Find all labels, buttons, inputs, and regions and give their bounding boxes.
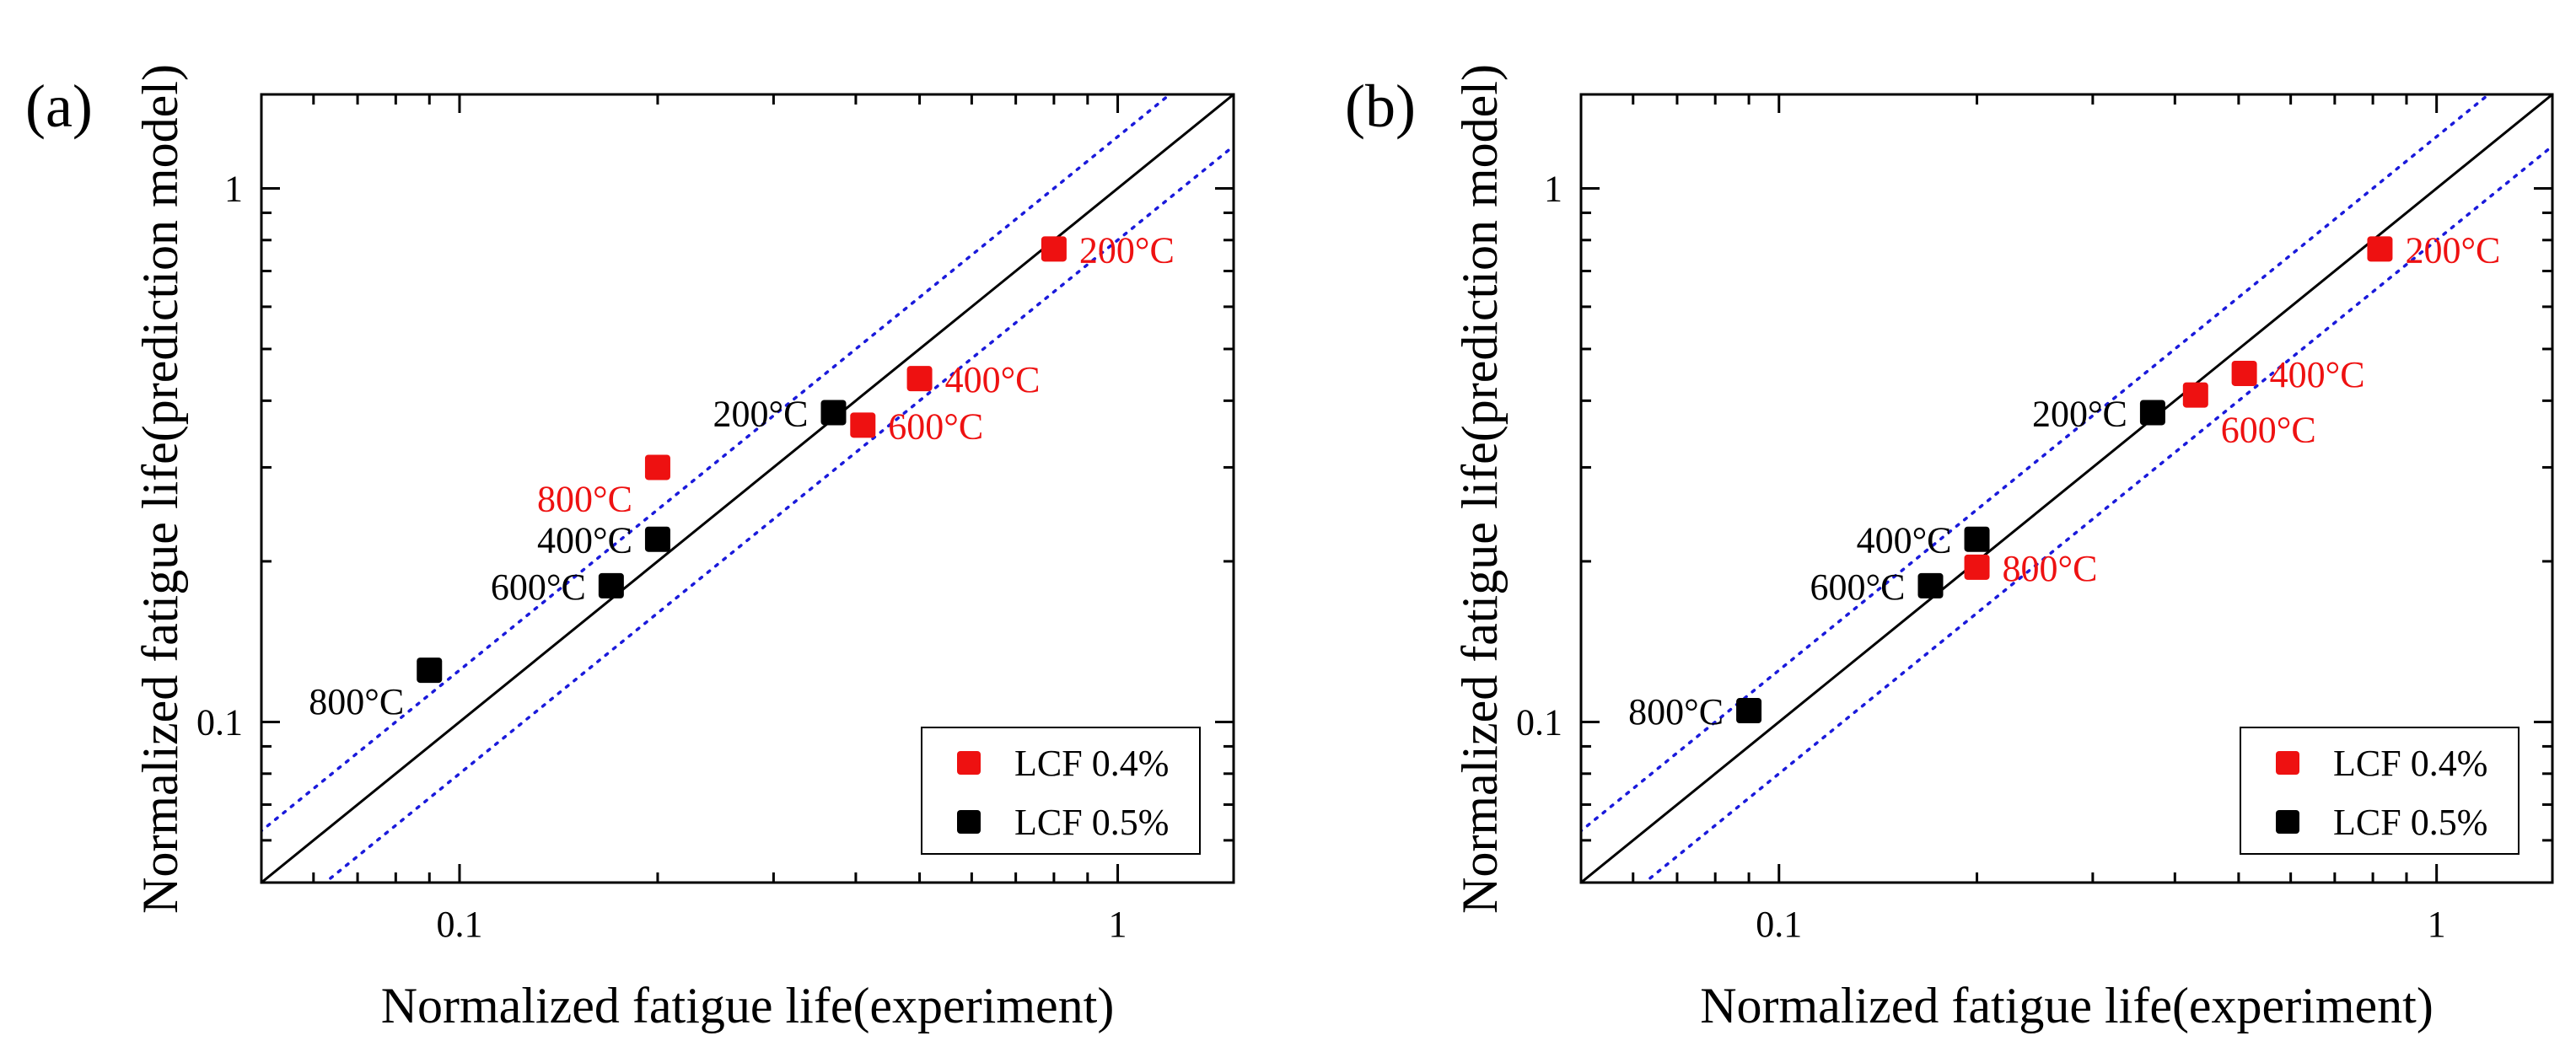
legend-entry: LCF 0.4% — [1014, 743, 1169, 784]
y-tick-label: 0.1 — [1516, 701, 1562, 743]
data-point-label: 400°C — [945, 359, 1041, 400]
series-lcf-0-4: 200°C 400°C 600°C 800°C — [537, 229, 1175, 519]
data-point-label: 600°C — [2221, 410, 2316, 451]
data-point-label: 400°C — [537, 520, 632, 561]
y-axis-title: Normalized fatigue life(prediction model… — [1452, 64, 1508, 914]
x-tick-label: 0.1 — [436, 904, 482, 945]
panel-label: (b) — [1345, 72, 1416, 140]
data-point — [1964, 554, 1990, 580]
data-point-label: 200°C — [713, 393, 809, 434]
data-point-label: 800°C — [537, 478, 632, 519]
data-point-label: 600°C — [491, 566, 586, 608]
data-point-label: 200°C — [2405, 229, 2500, 271]
data-point — [2367, 236, 2393, 262]
data-point — [644, 454, 670, 480]
legend-entry: LCF 0.5% — [2333, 802, 2487, 843]
plot-frame — [260, 93, 1235, 884]
y-tick-label: 0.1 — [196, 701, 243, 743]
data-point-label: 600°C — [888, 405, 983, 447]
ticks — [1579, 94, 2552, 884]
legend-marker — [957, 751, 981, 775]
x-axis-title: Normalized fatigue life(experiment) — [1700, 978, 2433, 1033]
data-point-label: 800°C — [1628, 691, 1724, 733]
reference-lines — [261, 94, 1234, 883]
data-point-label: 800°C — [2003, 548, 2098, 589]
data-point — [2139, 400, 2165, 426]
legend-marker — [2276, 810, 2299, 834]
data-point — [1041, 236, 1067, 262]
data-point — [644, 526, 670, 552]
legend-marker — [2276, 751, 2299, 775]
data-point-label: 400°C — [1857, 520, 1952, 561]
identity-line — [261, 94, 1234, 883]
ticks — [260, 94, 1234, 884]
y-tick-label: 1 — [224, 168, 243, 209]
data-point-label: 400°C — [2270, 354, 2365, 395]
series-lcf-0-5: 200°C 400°C 600°C 800°C — [309, 393, 847, 722]
data-point-label: 800°C — [309, 681, 404, 722]
plot-frame — [1579, 93, 2554, 884]
legend: LCF 0.4% LCF 0.5% — [2240, 727, 2520, 855]
data-point-label: 200°C — [1079, 229, 1175, 271]
data-point-label: 600°C — [1810, 566, 1906, 608]
chart-panel-b: 0.1 1 0.1 1 Normalized fatigue life(experime… — [1345, 64, 2554, 1033]
legend-entry: LCF 0.5% — [1014, 802, 1169, 843]
legend-entry: LCF 0.4% — [2333, 743, 2487, 784]
data-point — [820, 400, 847, 426]
y-tick-label: 1 — [1544, 168, 1562, 209]
chart-panel-a: 0.1 1 0.1 1 Normalized fatigue life(experime… — [25, 64, 1235, 1033]
data-point — [850, 412, 876, 438]
x-tick-label: 1 — [2428, 904, 2446, 945]
lower-band-line — [1642, 144, 2552, 883]
data-point — [1736, 698, 1762, 724]
identity-line — [1581, 94, 2552, 883]
reference-lines — [1581, 94, 2552, 883]
upper-band-line — [1581, 94, 2492, 833]
data-point — [906, 366, 933, 392]
data-point — [417, 658, 443, 684]
data-point — [2231, 360, 2257, 386]
x-axis-title: Normalized fatigue life(experiment) — [381, 978, 1115, 1033]
y-axis-title: Normalized fatigue life(prediction model… — [132, 64, 188, 914]
legend: LCF 0.4% LCF 0.5% — [921, 727, 1201, 855]
upper-band-line — [261, 94, 1173, 833]
data-point — [1917, 572, 1944, 598]
legend-marker — [957, 810, 981, 834]
data-point — [598, 572, 624, 598]
x-tick-label: 0.1 — [1756, 904, 1802, 945]
panel-label: (a) — [25, 72, 93, 140]
x-tick-label: 1 — [1109, 904, 1127, 945]
data-point — [2182, 382, 2208, 408]
series-lcf-0-4: 200°C 400°C 600°C 800°C — [1964, 229, 2500, 589]
lower-band-line — [322, 144, 1234, 883]
series-lcf-0-5: 200°C 400°C 600°C 800°C — [1628, 393, 2165, 733]
data-point — [1964, 526, 1990, 552]
data-point-label: 200°C — [2032, 393, 2127, 434]
